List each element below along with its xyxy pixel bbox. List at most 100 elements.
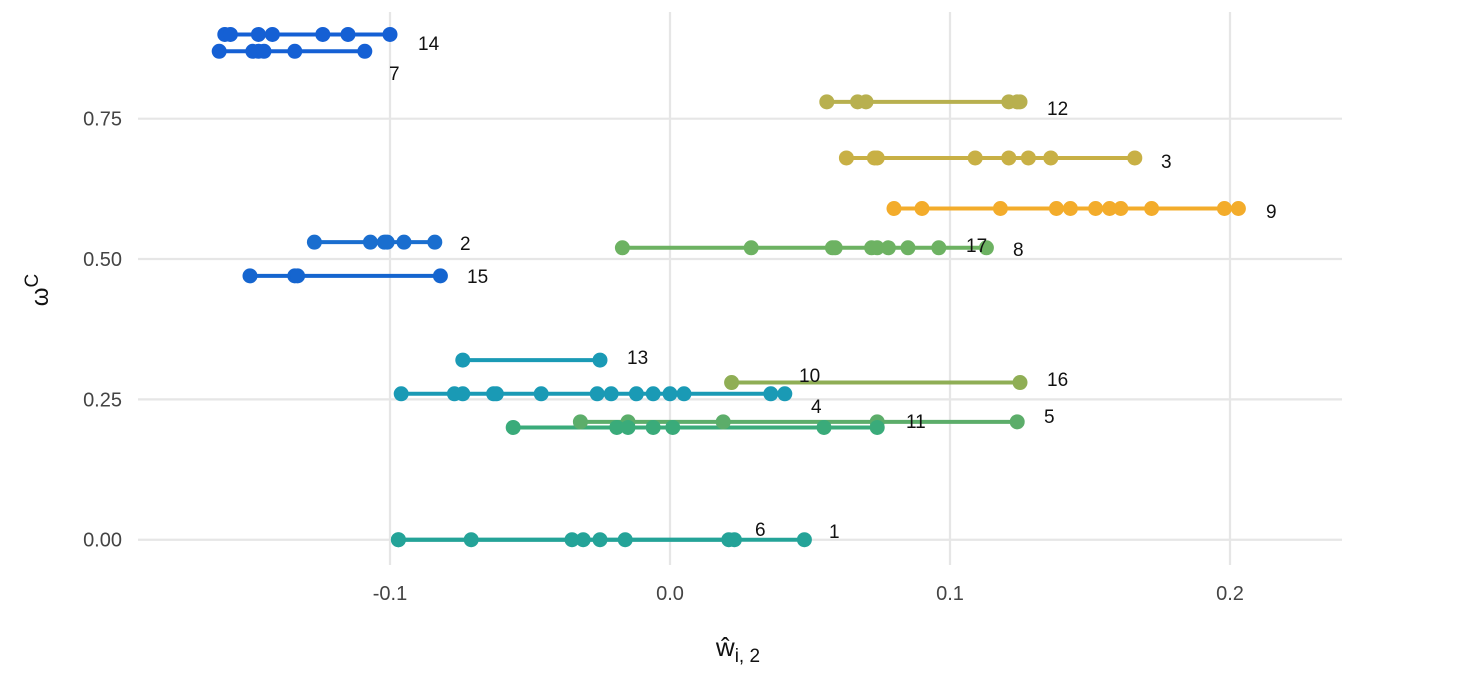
point-8	[827, 240, 843, 256]
x-tick-labels: -0.1 0.0 0.1 0.2	[373, 583, 1244, 605]
point-3	[967, 150, 983, 166]
series-label-6: 6	[755, 520, 766, 541]
series-labels: 14 7 12 3 9 2 17 8 15 13 10 16 4 11 5 6 1	[389, 34, 1277, 543]
point-6	[726, 532, 742, 548]
series-label-3: 3	[1161, 152, 1172, 173]
point-9	[992, 200, 1008, 216]
point-9	[1048, 200, 1064, 216]
point-7	[287, 43, 303, 59]
series-label-14: 14	[418, 34, 440, 55]
point-16	[724, 375, 740, 391]
point-8	[743, 240, 759, 256]
point-11	[816, 419, 832, 435]
point-3	[1127, 150, 1143, 166]
point-9	[886, 200, 902, 216]
x-tick-label: 0.0	[656, 583, 684, 605]
point-9	[1216, 200, 1232, 216]
point-4	[676, 386, 692, 402]
point-14	[264, 26, 280, 42]
series-label-7: 7	[389, 64, 400, 85]
series-label-9: 9	[1266, 202, 1277, 223]
point-2	[396, 234, 412, 250]
point-3	[838, 150, 854, 166]
series-lines	[217, 32, 1241, 542]
point-7	[256, 43, 272, 59]
point-7	[211, 43, 227, 59]
point-12	[1012, 94, 1028, 110]
point-9	[1113, 200, 1129, 216]
point-9	[1144, 200, 1160, 216]
point-2	[306, 234, 322, 250]
point-4	[777, 386, 793, 402]
grid	[138, 12, 1342, 565]
point-2	[362, 234, 378, 250]
y-axis-title-main: ω	[27, 287, 54, 306]
point-11	[645, 419, 661, 435]
point-6	[575, 532, 591, 548]
point-4	[589, 386, 605, 402]
y-tick-label: 0.50	[83, 249, 122, 271]
point-4	[645, 386, 661, 402]
point-9	[1102, 200, 1118, 216]
point-14	[340, 26, 356, 42]
point-12	[858, 94, 874, 110]
y-tick-label: 0.25	[83, 389, 122, 411]
point-15	[290, 268, 306, 284]
series-label-17: 17	[966, 236, 987, 257]
point-14	[382, 26, 398, 42]
point-3	[1043, 150, 1059, 166]
x-tick-label: 0.1	[936, 583, 964, 605]
point-8	[614, 240, 630, 256]
series-label-8: 8	[1013, 240, 1024, 261]
x-axis-title-main: ŵ	[715, 632, 735, 662]
point-11	[869, 419, 885, 435]
point-14	[250, 26, 266, 42]
series-label-15: 15	[467, 267, 488, 288]
point-4	[763, 386, 779, 402]
x-tick-label: -0.1	[373, 583, 407, 605]
point-14	[315, 26, 331, 42]
point-13	[455, 352, 471, 368]
point-4	[488, 386, 504, 402]
point-3	[1020, 150, 1036, 166]
point-6	[463, 532, 479, 548]
point-8	[900, 240, 916, 256]
point-5	[572, 414, 588, 430]
point-13	[592, 352, 608, 368]
point-9	[1230, 200, 1246, 216]
point-11	[609, 419, 625, 435]
point-8	[931, 240, 947, 256]
point-5	[1009, 414, 1025, 430]
point-9	[914, 200, 930, 216]
point-8	[978, 240, 994, 256]
y-tick-label: 0.75	[83, 109, 122, 131]
point-15	[242, 268, 258, 284]
point-1	[796, 532, 812, 548]
point-4	[393, 386, 409, 402]
y-tick-label: 0.00	[83, 530, 122, 552]
point-12	[819, 94, 835, 110]
series-points	[211, 26, 1246, 548]
series-label-2: 2	[460, 234, 471, 255]
point-4	[628, 386, 644, 402]
point-5	[715, 414, 731, 430]
series-label-16: 16	[1047, 370, 1068, 391]
point-6	[592, 532, 608, 548]
series-label-4: 4	[811, 397, 822, 418]
point-1	[390, 532, 406, 548]
series-label-13: 13	[627, 348, 648, 369]
x-axis-title-sub: i, 2	[735, 646, 760, 667]
series-label-10: 10	[799, 366, 820, 387]
x-axis-title: ŵi, 2	[715, 632, 760, 667]
point-6	[617, 532, 633, 548]
point-3	[1001, 150, 1017, 166]
point-2	[427, 234, 443, 250]
point-9	[1088, 200, 1104, 216]
y-tick-labels: 0.00 0.25 0.50 0.75	[83, 109, 122, 552]
y-axis-title: ωC	[22, 274, 54, 306]
point-16	[1012, 375, 1028, 391]
point-15	[432, 268, 448, 284]
series-label-1: 1	[829, 522, 840, 543]
series-label-12: 12	[1047, 99, 1068, 120]
